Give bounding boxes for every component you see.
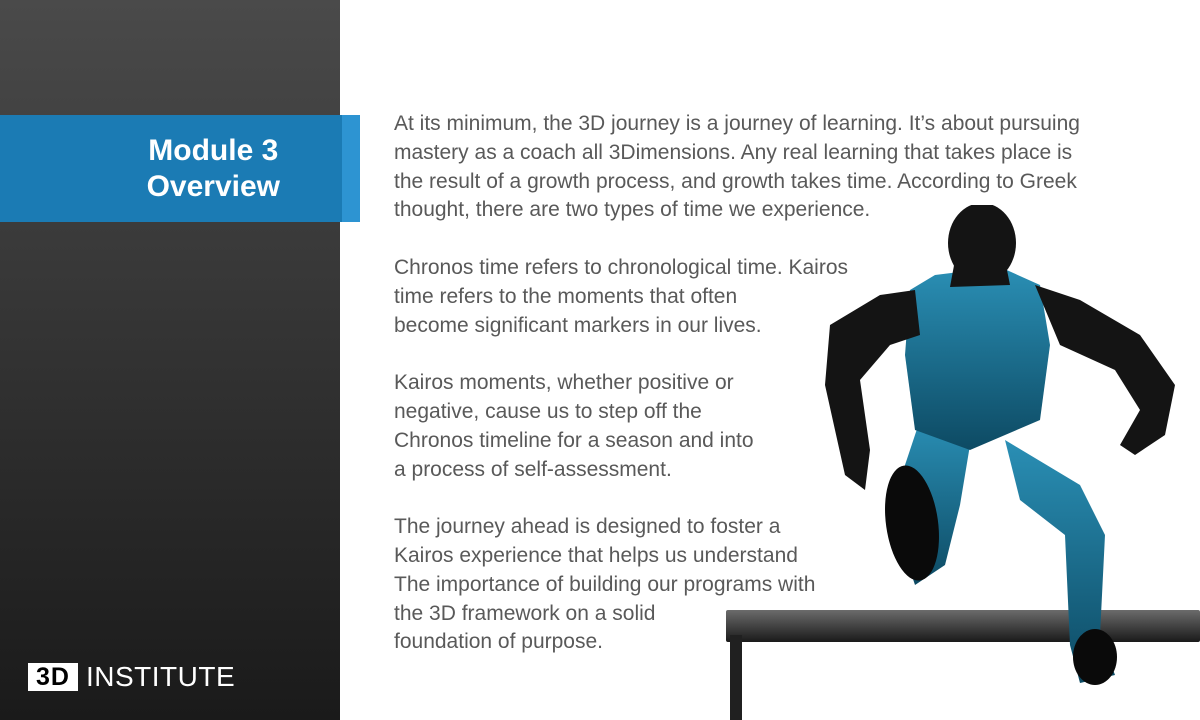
module-title-line1: Module 3 xyxy=(148,134,279,167)
brand-logo: 3D INSTITUTE xyxy=(28,662,235,692)
module-title-line2: Overview xyxy=(146,170,280,203)
module-title-band: Module 3 Overview xyxy=(0,115,360,222)
athlete-head xyxy=(948,205,1016,283)
text-line: negative, cause us to step off the xyxy=(394,399,702,423)
text-line: Chronos time refers to chronological tim… xyxy=(394,255,849,279)
text-line: the result of a growth process, and grow… xyxy=(394,169,1077,193)
paragraph-kairos: Kairos moments, whether positive or nega… xyxy=(394,369,1184,484)
text-line: At its minimum, the 3D journey is a jour… xyxy=(394,112,1080,135)
text-line: become significant markers in our lives. xyxy=(394,313,762,337)
text-line: Kairos experience that helps us understa… xyxy=(394,543,798,567)
athlete-right-arm xyxy=(1035,285,1175,455)
logo-mark: 3D xyxy=(28,663,78,691)
text-line: Kairos moments, whether positive or xyxy=(394,371,734,395)
text-line: The journey ahead is designed to foster … xyxy=(394,515,781,539)
hurdler-athlete-photo xyxy=(726,205,1200,720)
module-title: Module 3 Overview xyxy=(147,133,280,205)
text-line: a process of self-assessment. xyxy=(394,457,672,481)
text-line: thought, there are two types of time we … xyxy=(394,198,871,222)
athlete-front-shoe xyxy=(885,465,939,581)
logo-wordmark: INSTITUTE xyxy=(85,661,236,692)
hurdle-post xyxy=(730,635,742,720)
athlete-back-shoe xyxy=(1073,629,1117,685)
text-line: The importance of building our programs … xyxy=(394,572,816,596)
athlete-left-arm xyxy=(825,290,920,490)
text-line: time refers to the moments that often xyxy=(394,284,738,308)
sidebar-panel xyxy=(0,0,340,720)
text-line: foundation of purpose. xyxy=(394,630,603,654)
athlete-back-leg xyxy=(1005,440,1115,683)
text-line: the 3D framework on a solid xyxy=(394,601,656,625)
paragraph-chronos: Chronos time refers to chronological tim… xyxy=(394,254,1184,340)
text-line: mastery as a coach all 3Dimensions. Any … xyxy=(394,140,1073,164)
athlete-torso xyxy=(905,267,1050,450)
text-line: Chronos timeline for a season and into xyxy=(394,428,754,452)
paragraph-intro: At its minimum, the 3D journey is a jour… xyxy=(394,110,1184,225)
paragraph-journey: The journey ahead is designed to foster … xyxy=(394,513,1184,657)
slide-body-text: At its minimum, the 3D journey is a jour… xyxy=(394,110,1184,686)
